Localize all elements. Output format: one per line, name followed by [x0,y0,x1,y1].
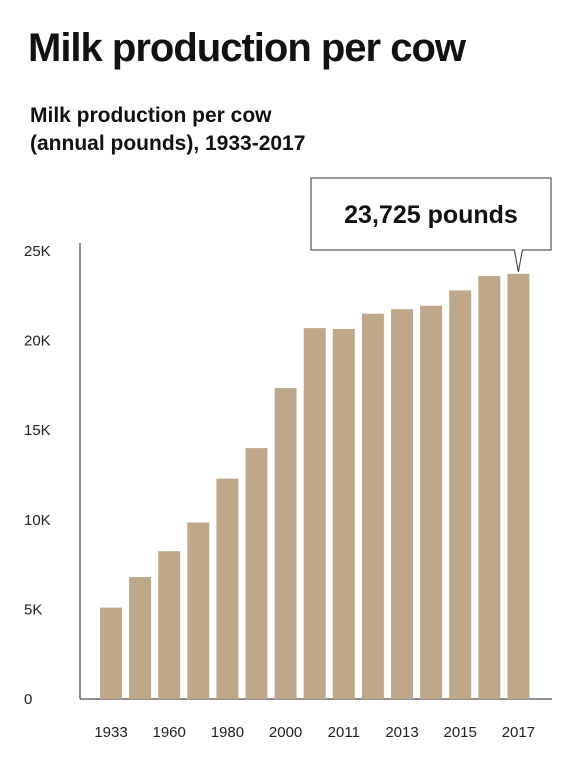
bar [158,551,181,699]
bar [478,276,501,699]
bar [420,305,443,699]
y-tick-label: 5K [24,601,42,618]
y-tick-label: 10K [24,512,51,529]
bar [100,607,122,699]
page-title: Milk production per cow [28,26,466,70]
x-tick-label: 2011 [328,724,360,741]
x-tick-label: 2017 [502,724,535,741]
bar [303,328,326,699]
chart-subtitle: Milk production per cow (annual pounds),… [30,102,490,158]
bar [507,273,530,699]
bars [100,273,530,699]
bar [129,577,152,699]
bar [391,309,413,699]
x-tick-label: 1933 [94,724,127,741]
bar [216,478,239,699]
x-tick-label: 2000 [269,724,302,741]
y-tick-label: 25K [24,243,51,260]
bar [245,448,268,699]
bar [449,290,472,699]
bar [187,522,210,699]
x-axis-ticks: 1933 1960 1980 2000 2011 2013 2015 2017 [94,724,535,741]
bar [361,313,384,699]
callout-label: 23,725 pounds [344,201,518,229]
bar [332,329,355,699]
chart-subtitle-line-2: (annual pounds), 1933-2017 [30,132,306,155]
chart-subtitle-line-1: Milk production per cow [30,104,272,127]
x-tick-label: 2013 [385,724,418,741]
callout-box [310,177,552,272]
bar [274,388,297,699]
y-tick-label: 15K [24,422,51,439]
y-tick-label: 20K [24,333,51,350]
x-tick-label: 1980 [211,724,244,741]
callout-annotation: 23,725 pounds [310,177,552,272]
x-tick-label: 1960 [153,724,186,741]
y-tick-label: 0 [24,691,32,708]
y-axis-ticks: 0 5K 10K 15K 20K 25K [24,243,51,708]
x-tick-label: 2015 [444,724,477,741]
